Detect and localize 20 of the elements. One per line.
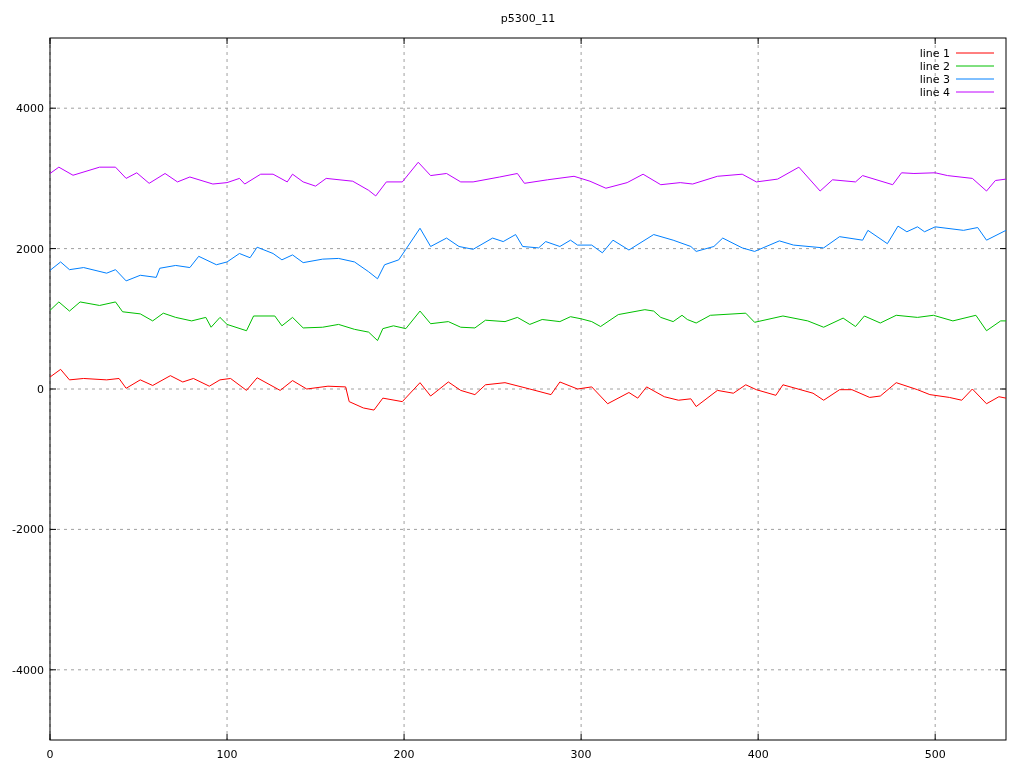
x-tick-label: 100 — [216, 748, 238, 761]
x-tick-label: 300 — [570, 748, 592, 761]
y-tick-label: 4000 — [16, 102, 44, 116]
line-series — [49, 301, 1007, 342]
line-series — [49, 225, 1007, 282]
y-tick-label: 0 — [37, 383, 44, 396]
x-tick-label: 400 — [747, 748, 769, 761]
line-series — [49, 368, 1007, 411]
y-tick-label: -4000 — [12, 663, 44, 677]
legend-label: line 2 — [919, 60, 950, 73]
legend-label: line 1 — [919, 47, 950, 60]
y-tick-label: 2000 — [16, 242, 44, 256]
legend-label: line 4 — [919, 86, 950, 99]
x-tick-label: 0 — [46, 748, 54, 761]
chart-title: p5300_11 — [500, 12, 556, 25]
legend-label: line 3 — [919, 73, 950, 86]
line-series — [49, 161, 1007, 197]
x-tick-label: 500 — [924, 748, 946, 761]
y-tick-label: -2000 — [12, 523, 44, 537]
x-tick-label: 200 — [393, 748, 415, 761]
